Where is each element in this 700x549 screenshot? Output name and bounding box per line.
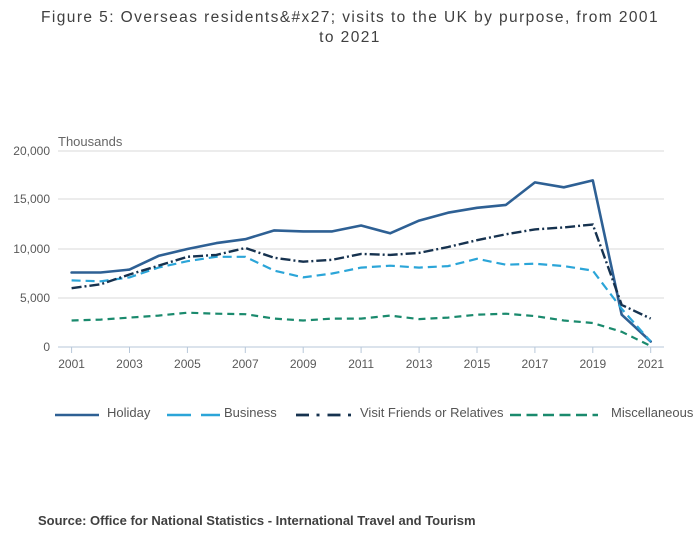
svg-text:5,000: 5,000 [20,291,50,305]
svg-text:2007: 2007 [232,357,259,371]
svg-text:20,000: 20,000 [13,144,50,158]
svg-text:15,000: 15,000 [13,192,50,206]
svg-text:0: 0 [43,340,50,354]
svg-text:2017: 2017 [522,357,549,371]
svg-text:2001: 2001 [58,357,85,371]
svg-text:2013: 2013 [406,357,433,371]
svg-text:2011: 2011 [348,357,374,371]
svg-text:2005: 2005 [174,357,201,371]
svg-text:2003: 2003 [116,357,143,371]
svg-text:2019: 2019 [579,357,606,371]
svg-text:2009: 2009 [290,357,317,371]
svg-text:10,000: 10,000 [13,242,50,256]
svg-text:2015: 2015 [464,357,491,371]
svg-text:2021: 2021 [637,357,664,371]
